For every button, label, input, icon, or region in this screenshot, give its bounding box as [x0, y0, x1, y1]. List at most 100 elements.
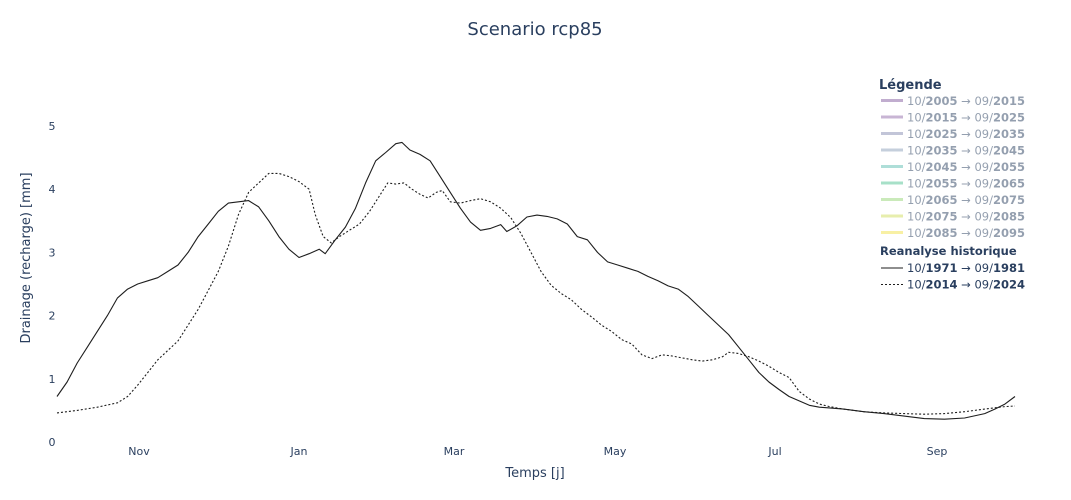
legend-item-text: → 09/	[958, 193, 994, 207]
legend-item-scenario[interactable]: 10/2035 → 09/2045	[881, 144, 1025, 158]
legend-item-scenario[interactable]: 10/2015 → 09/2025	[881, 111, 1025, 125]
legend-item-text: 10/	[907, 226, 926, 240]
legend-swatch	[881, 132, 903, 135]
legend-item-historic[interactable]: 10/1971 → 09/1981	[881, 261, 1025, 275]
x-tick-label: Sep	[927, 445, 948, 458]
legend-item-label: 10/2075 → 09/2085	[907, 210, 1025, 224]
legend-swatch	[881, 148, 903, 152]
legend-item-text: 2065	[926, 193, 958, 207]
legend-item-text: 10/	[907, 111, 926, 125]
legend-item-text: 10/	[907, 94, 926, 108]
legend-item-text: 10/	[907, 193, 926, 207]
legend-item-text: 10/	[907, 278, 926, 292]
y-tick-label: 1	[49, 373, 56, 386]
legend-item-text: 10/	[907, 177, 926, 191]
legend-item-scenario[interactable]: 10/2005 → 09/2015	[881, 94, 1025, 108]
y-axis-ticks: 0 1 2 3 4 5	[49, 120, 56, 449]
x-axis-ticks: Nov Jan Mar May Jul Sep	[128, 445, 947, 458]
x-tick-label: Nov	[128, 445, 150, 458]
legend-item-text: → 09/	[958, 226, 994, 240]
legend-item-text: 10/	[907, 210, 926, 224]
y-tick-label: 2	[49, 310, 56, 323]
legend-item-text: → 09/	[958, 177, 994, 191]
legend-swatch	[881, 198, 903, 201]
plot-area	[56, 141, 1016, 420]
legend-item-text: 1971	[926, 261, 958, 275]
legend-item-scenario[interactable]: 10/2085 → 09/2095	[881, 226, 1025, 240]
legend-item-scenario[interactable]: 10/2075 → 09/2085	[881, 210, 1025, 224]
legend-item-scenario[interactable]: 10/2055 → 09/2065	[881, 177, 1025, 191]
legend-item-text: 10/	[907, 261, 926, 275]
legend-item-scenario[interactable]: 10/2045 → 09/2055	[881, 160, 1025, 174]
y-tick-label: 4	[49, 183, 56, 196]
legend-item-label: 10/2065 → 09/2075	[907, 193, 1025, 207]
legend-item-text: 2085	[993, 210, 1025, 224]
legend-item-text: 2045	[993, 144, 1025, 158]
y-tick-label: 5	[49, 120, 56, 133]
legend-item-text: 1981	[993, 261, 1025, 275]
legend-item-text: 2015	[926, 111, 958, 125]
legend-item-text: → 09/	[958, 144, 994, 158]
legend-swatch	[881, 99, 903, 102]
legend-item-text: → 09/	[958, 127, 994, 141]
legend-swatch	[881, 181, 903, 185]
legend-swatch	[881, 231, 903, 234]
x-tick-label: Jan	[290, 445, 308, 458]
series-line-solid	[56, 141, 1016, 420]
legend-item-text: → 09/	[958, 160, 994, 174]
legend-item-text: 2025	[993, 111, 1025, 125]
legend-item-text: → 09/	[958, 111, 994, 125]
legend-item-label: 10/1971 → 09/1981	[907, 261, 1025, 275]
x-axis-title: Temps [j]	[504, 466, 564, 481]
legend-item-text: → 09/	[958, 210, 994, 224]
legend-group-title: Reanalyse historique	[880, 244, 1017, 258]
legend-item-scenario[interactable]: 10/2025 → 09/2035	[881, 127, 1025, 141]
legend-item-label: 10/2045 → 09/2055	[907, 160, 1025, 174]
legend-item-label: 10/2085 → 09/2095	[907, 226, 1025, 240]
x-tick-label: Mar	[444, 445, 465, 458]
legend-item-label: 10/2025 → 09/2035	[907, 127, 1025, 141]
legend-item-text: 2055	[926, 177, 958, 191]
legend-item-label: 10/2014 → 09/2024	[907, 278, 1025, 292]
legend-title: Légende	[879, 78, 942, 93]
legend-item-text: 2025	[926, 127, 958, 141]
legend-item-text: 10/	[907, 144, 926, 158]
legend-item-text: 2035	[993, 127, 1025, 141]
legend-item-label: 10/2005 → 09/2015	[907, 94, 1025, 108]
legend-item-text: 10/	[907, 127, 926, 141]
legend-item-text: 10/	[907, 160, 926, 174]
legend-item-text: 2095	[993, 226, 1025, 240]
legend-item-text: 2024	[993, 278, 1025, 292]
legend-item-text: 2065	[993, 177, 1025, 191]
legend-item-text: 2085	[926, 226, 958, 240]
legend-item-label: 10/2055 → 09/2065	[907, 177, 1025, 191]
series-line-dotted	[56, 172, 1016, 415]
legend-swatch	[881, 214, 903, 218]
chart-title: Scenario rcp85	[467, 19, 602, 40]
x-tick-label: May	[604, 445, 627, 458]
legend-item-text: 2005	[926, 94, 958, 108]
legend-item-text: 2015	[993, 94, 1025, 108]
legend-item-text: 2075	[993, 193, 1025, 207]
legend-item-text: 2055	[993, 160, 1025, 174]
legend-swatch	[881, 165, 903, 168]
legend-item-label: 10/2015 → 09/2025	[907, 111, 1025, 125]
legend-item-text: → 09/	[958, 278, 994, 292]
y-tick-label: 3	[49, 246, 56, 259]
x-tick-label: Jul	[767, 445, 781, 458]
legend-item-text: → 09/	[958, 261, 994, 275]
legend-item-label: 10/2035 → 09/2045	[907, 144, 1025, 158]
legend-item-scenario[interactable]: 10/2065 → 09/2075	[881, 193, 1025, 207]
legend-item-historic[interactable]: 10/2014 → 09/2024	[881, 278, 1025, 292]
legend-item-text: → 09/	[958, 94, 994, 108]
legend-swatch	[881, 115, 903, 119]
legend-item-text: 2035	[926, 144, 958, 158]
y-tick-label: 0	[49, 436, 56, 449]
legend-item-text: 2075	[926, 210, 958, 224]
legend-item-text: 2014	[926, 278, 958, 292]
y-axis-title: Drainage (recharge) [mm]	[19, 172, 34, 343]
